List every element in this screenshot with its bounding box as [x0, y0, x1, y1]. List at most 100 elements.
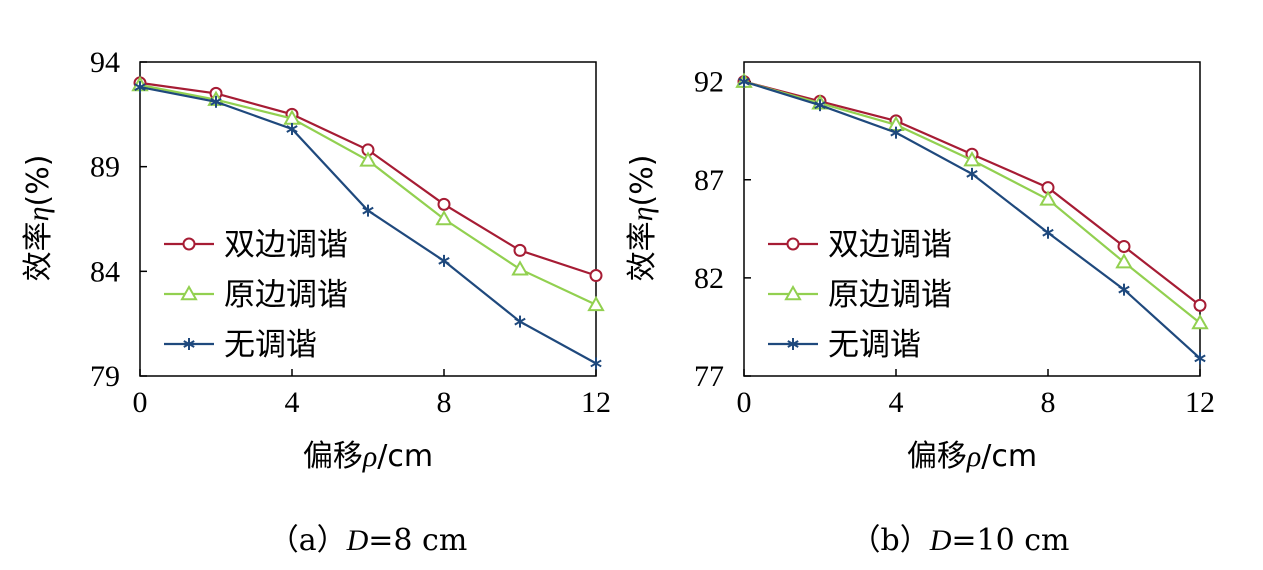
- data-point-star: [210, 95, 222, 108]
- star-stroke: [1118, 285, 1130, 294]
- data-point-star: [787, 338, 799, 350]
- star-stroke: [1194, 354, 1206, 363]
- legend-item: 无调谐: [164, 327, 317, 363]
- data-point-star: [738, 75, 750, 88]
- data-point-circle: [437, 197, 451, 211]
- star-stroke: [814, 101, 826, 110]
- x-axis-label-text: 偏移: [907, 439, 967, 474]
- legend-item: 原边调谐: [768, 277, 952, 313]
- x-tick-label: 12: [581, 386, 611, 419]
- y-tick-label: 79: [90, 360, 120, 393]
- y-tick-label: 82: [694, 262, 724, 295]
- data-point-star: [286, 122, 298, 135]
- data-point-star: [890, 126, 902, 139]
- x-tick-label: 4: [889, 386, 904, 419]
- data-point-star: [590, 357, 602, 370]
- star-stroke: [183, 340, 195, 348]
- x-tick-label: 0: [737, 386, 752, 419]
- series-line: [743, 80, 1201, 307]
- data-point-triangle: [963, 151, 981, 167]
- x-axis-label-var: ρ: [966, 440, 981, 473]
- y-axis-label-text: 效率: [21, 221, 56, 281]
- star-stroke: [210, 97, 222, 106]
- data-point-star: [1042, 226, 1054, 239]
- y-tick-label: 94: [90, 46, 120, 79]
- legend-label: 原边调谐: [224, 277, 348, 313]
- legend-label: 无调谐: [828, 327, 921, 363]
- data-point-circle: [1193, 298, 1207, 312]
- y-axis-label-unit: (%): [21, 155, 56, 207]
- star-stroke: [1042, 228, 1054, 237]
- data-point-star: [514, 315, 526, 328]
- series-triangle: [735, 72, 1209, 330]
- data-point-circle: [182, 237, 196, 251]
- star-stroke: [787, 340, 799, 348]
- star-stroke: [286, 125, 298, 133]
- series-line: [743, 80, 1201, 360]
- x-axis-label-text: 偏移: [303, 439, 363, 474]
- caption-prefix: （a）: [269, 523, 347, 558]
- legend-item: 无调谐: [768, 327, 921, 363]
- y-tick-label: 87: [694, 164, 724, 197]
- data-point-triangle: [511, 260, 529, 276]
- data-point-circle: [589, 269, 603, 283]
- data-point-triangle: [1191, 313, 1209, 330]
- plot-area-frame: [743, 61, 1201, 377]
- legend-label: 无调谐: [224, 327, 317, 363]
- data-point-triangle: [359, 151, 377, 167]
- legend-item: 原边调谐: [164, 277, 348, 313]
- data-point-circle: [1117, 239, 1131, 253]
- data-point-star: [966, 167, 978, 180]
- data-point-star: [814, 99, 826, 112]
- y-axis-label-var: η: [22, 207, 55, 222]
- data-point-star: [1194, 352, 1206, 365]
- y-tick-label: 89: [90, 151, 120, 184]
- x-tick-label: 0: [133, 386, 148, 419]
- y-axis-label: 效率η(%): [21, 155, 56, 282]
- x-tick-label: 4: [285, 386, 300, 419]
- series-triangle: [131, 76, 605, 312]
- plot-area-frame: [139, 61, 597, 377]
- y-tick-label: 77: [694, 360, 724, 393]
- x-axis-label-unit: /cm: [377, 439, 433, 474]
- legend-label: 双边调谐: [828, 227, 952, 263]
- series-line: [139, 83, 597, 306]
- series-circle: [737, 75, 1207, 312]
- y-axis-label-unit: (%): [625, 155, 660, 207]
- star-stroke: [438, 257, 450, 265]
- y-axis-label-text: 效率: [625, 221, 660, 281]
- panel-caption: （b）D=10 cm: [851, 523, 1070, 558]
- x-tick-label: 8: [437, 386, 452, 419]
- data-point-star: [134, 81, 146, 94]
- data-point-star: [183, 338, 195, 350]
- data-point-triangle: [180, 284, 198, 301]
- data-point-triangle: [784, 284, 802, 301]
- legend-item: 双边调谐: [768, 227, 952, 263]
- x-axis-label: 偏移ρ/cm: [303, 439, 433, 474]
- y-tick-label: 92: [694, 66, 724, 99]
- star-stroke: [890, 128, 902, 137]
- caption-prefix: （b）: [851, 523, 930, 558]
- data-point-circle: [786, 237, 800, 251]
- star-stroke: [738, 77, 750, 86]
- x-axis-label-var: ρ: [362, 440, 377, 473]
- data-point-star: [362, 204, 374, 217]
- y-axis-label-var: η: [626, 207, 659, 222]
- series-star: [738, 75, 1206, 365]
- star-stroke: [362, 206, 374, 215]
- series-star: [134, 81, 602, 370]
- x-tick-label: 8: [1041, 386, 1056, 419]
- data-point-triangle: [587, 295, 605, 312]
- y-axis-label: 效率η(%): [625, 155, 660, 282]
- legend-label: 双边调谐: [224, 227, 348, 263]
- series-line: [139, 86, 597, 365]
- x-axis-label: 偏移ρ/cm: [907, 439, 1037, 474]
- star-stroke: [134, 83, 146, 91]
- series-circle: [133, 76, 603, 283]
- star-stroke: [590, 359, 602, 368]
- x-axis-label-unit: /cm: [981, 439, 1037, 474]
- legend-item: 双边调谐: [164, 227, 348, 263]
